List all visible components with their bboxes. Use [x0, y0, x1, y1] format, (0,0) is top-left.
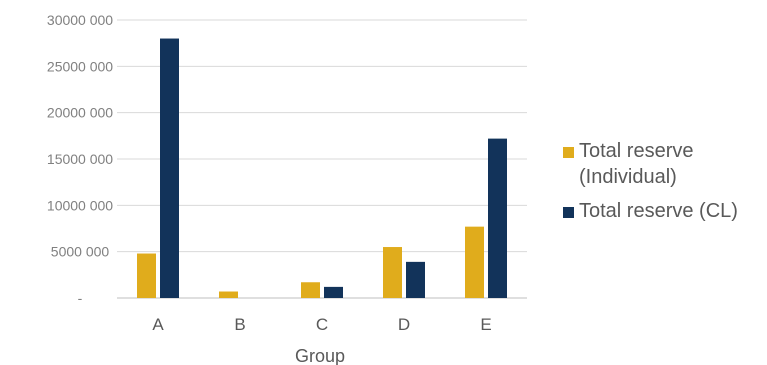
bar-cl-d: [406, 261, 425, 298]
y-axis-ticks: - 5000 000 10000 000 15000 000 20000 000 2500…: [47, 12, 113, 306]
bar-individual-e: [465, 226, 484, 298]
bars: [137, 38, 507, 299]
bar-individual-d: [383, 247, 402, 298]
legend: Total reserve (Individual) Total reserve…: [563, 138, 763, 232]
y-tick-label: 5000 000: [51, 244, 110, 260]
gridlines: [117, 19, 527, 299]
x-tick-label: E: [480, 315, 491, 334]
legend-swatch-cl: [563, 207, 574, 218]
x-axis-title: Group: [295, 346, 345, 365]
x-tick-label: D: [398, 315, 410, 334]
bar-individual-b: [219, 291, 238, 298]
bar-cl-c: [324, 286, 343, 298]
y-tick-label: 20000 000: [47, 105, 113, 121]
legend-item-cl: Total reserve (CL): [563, 198, 763, 224]
y-tick-label: -: [78, 290, 83, 306]
bar-cl-e: [488, 138, 507, 298]
bar-individual-c: [301, 282, 320, 298]
y-tick-label: 10000 000: [47, 197, 113, 213]
y-tick-label: 15000 000: [47, 151, 113, 167]
x-axis-ticks: A B C D E: [152, 315, 491, 334]
x-tick-label: C: [316, 315, 328, 334]
bar-cl-a: [160, 38, 179, 299]
y-tick-label: 30000 000: [47, 12, 113, 28]
x-tick-label: B: [234, 315, 245, 334]
x-tick-label: A: [152, 315, 164, 334]
legend-label-individual: Total reserve (Individual): [579, 140, 694, 188]
bar-individual-a: [137, 253, 156, 298]
legend-swatch-individual: [563, 147, 574, 158]
legend-item-individual: Total reserve (Individual): [563, 138, 763, 190]
legend-label-cl: Total reserve (CL): [579, 200, 738, 222]
y-tick-label: 25000 000: [47, 58, 113, 74]
